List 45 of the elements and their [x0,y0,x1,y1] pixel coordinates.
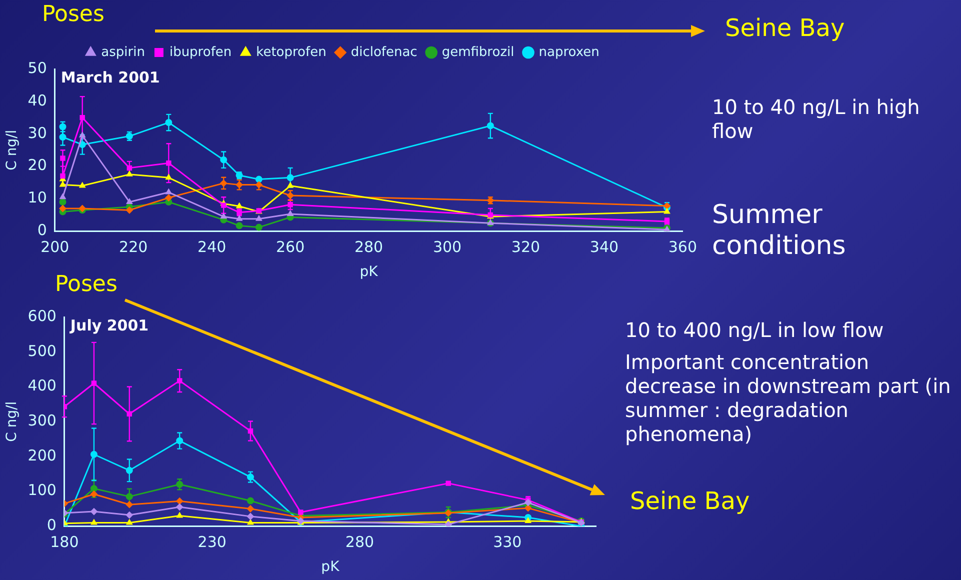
y-tick-label: 20 [28,156,47,174]
y-tick-label: 0 [46,516,56,534]
legend-label: aspirin [101,44,145,60]
chart-title: March 2001 [60,68,160,86]
legend-label: naproxen [538,44,600,60]
x-tick-label: 240 [198,238,226,256]
x-tick-label: 320 [511,238,540,256]
y-tick-label: 40 [28,91,47,110]
legend-label: diclofenac [350,44,418,60]
x-axis-title: pK [360,264,379,280]
y-tick-label: 10 [28,188,47,207]
y-tick-label: 0 [37,221,47,240]
y-tick-label: 500 [28,342,56,360]
x-tick-label: 300 [432,238,462,256]
legend-label: gemfibrozil [442,44,514,60]
text: 10 to 400 ng/L in low flow [625,318,885,342]
text: Seine Bay [725,14,845,43]
chart-title: July 2001 [69,316,149,334]
y-tick-label: 200 [28,446,56,464]
legend-label: ketoprofen [256,44,326,60]
text: Seine Bay [630,487,750,516]
text: Poses [55,272,118,298]
x-tick-label: 340 [590,238,619,256]
text: 10 to 40 ng/L in high flow [712,95,921,143]
x-tick-label: 220 [119,238,148,256]
y-axis-title: C ng/l [4,130,20,170]
x-tick-label: 180 [50,533,79,552]
x-tick-label: 330 [493,533,522,552]
y-tick-label: 50 [28,58,47,77]
x-tick-label: 280 [354,238,384,256]
text: Poses [42,2,104,28]
legend-label: ibuprofen [169,44,232,60]
x-tick-label: 280 [345,533,374,552]
y-tick-label: 100 [28,481,56,500]
x-tick-label: 230 [198,533,226,552]
y-axis-title: C ng/l [4,401,20,442]
text: Summer conditions [712,200,847,262]
x-tick-label: 360 [668,238,698,256]
text: Important concentration decrease in downstream part (in summer : degradation phenomena) [625,350,952,446]
y-tick-label: 400 [28,376,56,395]
x-axis-title: pK [321,559,340,576]
y-tick-label: 300 [28,411,56,430]
y-tick-label: 600 [28,306,56,325]
y-tick-label: 30 [28,124,47,142]
x-tick-label: 260 [276,238,305,256]
